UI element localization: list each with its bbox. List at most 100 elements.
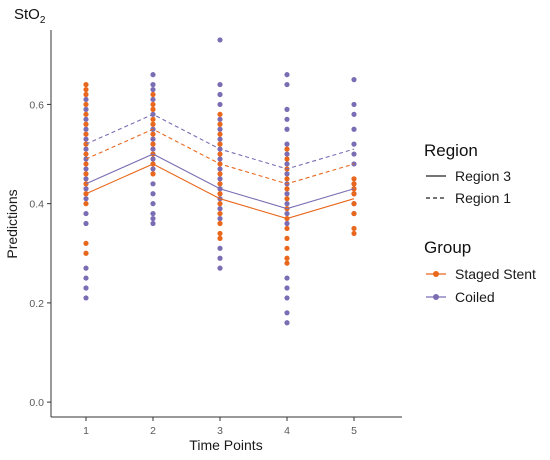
staged-stent-point [150, 131, 156, 137]
coiled-point [284, 210, 290, 217]
staged-stent-point [351, 210, 357, 217]
staged-stent-point [351, 201, 357, 207]
staged-stent-point [83, 161, 89, 167]
coiled-point [150, 220, 156, 227]
legend-coiled-label: Coiled [455, 289, 495, 305]
staged-stent-point [351, 230, 357, 237]
coiled-point [284, 285, 290, 291]
coiled-point [351, 111, 357, 117]
series-lines [85, 113, 355, 220]
staged-stent-point [150, 91, 156, 98]
coiled-region-1-line [85, 113, 355, 170]
coiled-point [217, 156, 223, 162]
coiled-point [284, 320, 290, 326]
coiled-point [150, 81, 156, 88]
x-axis-title: Time Points [189, 437, 262, 453]
coiled-point [83, 126, 89, 132]
staged-stent-point [150, 116, 156, 122]
coiled-point [150, 146, 156, 152]
data-points [83, 37, 357, 326]
coiled-point [351, 77, 357, 83]
legend-region-title: Region [424, 141, 478, 160]
staged-stent-point [284, 260, 290, 266]
y-axis-title: Predictions [4, 189, 20, 258]
x-tick-label: 2 [150, 425, 156, 437]
coiled-point [284, 275, 290, 281]
coiled-point [284, 116, 290, 122]
coiled-point [217, 215, 223, 222]
staged-stent-point [217, 201, 223, 207]
staged-stent-point [83, 240, 89, 246]
coiled-point [83, 166, 89, 172]
coiled-point [284, 141, 290, 147]
coiled-point [150, 156, 156, 162]
x-tick-label: 4 [284, 425, 290, 437]
x-axis-ticks: 1 2 3 4 5 [83, 417, 357, 437]
staged-stent-point [150, 171, 156, 177]
coiled-point [351, 141, 357, 147]
coiled-point [217, 126, 223, 132]
coiled-point [83, 275, 89, 281]
legend-group-title: Group [424, 238, 471, 257]
chart-title-subscript: 2 [40, 15, 46, 26]
y-tick-label: 0.0 [29, 397, 44, 409]
coiled-point [284, 126, 290, 132]
coiled-point [217, 81, 223, 88]
legend-coiled-marker [433, 294, 439, 300]
coiled-point [83, 196, 89, 202]
coiled-point [284, 295, 290, 301]
staged-stent-point [150, 141, 156, 147]
coiled-point [83, 295, 89, 301]
coiled-point [284, 220, 290, 227]
coiled-point [217, 255, 223, 261]
coiled-point [83, 186, 89, 192]
y-axis-ticks: 0.0 0.2 0.4 0.6 [29, 99, 51, 409]
staged-stent-point [217, 131, 223, 137]
staged-stent-point [217, 151, 223, 157]
staged-stent-point [351, 191, 357, 197]
coiled-point [150, 201, 156, 207]
coiled-point [150, 136, 156, 142]
staged-stent-point [83, 171, 89, 177]
coiled-point [284, 171, 290, 177]
staged-stent-point [83, 111, 89, 117]
coiled-point [284, 151, 290, 157]
coiled-point [284, 72, 290, 78]
coiled-point [351, 126, 357, 132]
staged-stent-point [217, 111, 223, 117]
coiled-point [150, 210, 156, 217]
legend-staged-stent-label: Staged Stent [455, 266, 536, 282]
staged-stent-point [217, 210, 223, 217]
legend-region: Region Region 3 Region 1 [424, 141, 511, 206]
coiled-point [217, 206, 223, 212]
coiled-point [83, 136, 89, 142]
staged-stent-point [217, 191, 223, 197]
coiled-point [83, 220, 89, 227]
staged-stent-point [150, 101, 156, 108]
coiled-point [83, 210, 89, 217]
coiled-point [83, 106, 89, 112]
staged-stent-point [83, 121, 89, 127]
staged-stent-point [351, 176, 357, 182]
coiled-point [284, 191, 290, 197]
staged-stent-point [284, 176, 290, 182]
coiled-point [351, 161, 357, 167]
x-tick-label: 3 [217, 425, 223, 437]
staged-stent-point [83, 91, 89, 98]
staged-stent-point [83, 201, 89, 207]
staged-stent-point [150, 121, 156, 127]
coiled-point [83, 176, 89, 182]
y-tick-label: 0.4 [29, 199, 44, 211]
staged-stent-point [217, 141, 223, 147]
staged-stent-point [217, 121, 223, 127]
staged-stent-point [217, 181, 223, 187]
coiled-point [217, 37, 223, 43]
coiled-point [217, 91, 223, 98]
coiled-point [150, 215, 156, 222]
coiled-point [83, 146, 89, 152]
staged-stent-point [217, 171, 223, 177]
staged-stent-point [83, 81, 89, 88]
coiled-point [83, 96, 89, 103]
coiled-point [217, 176, 223, 182]
coiled-point [83, 116, 89, 122]
